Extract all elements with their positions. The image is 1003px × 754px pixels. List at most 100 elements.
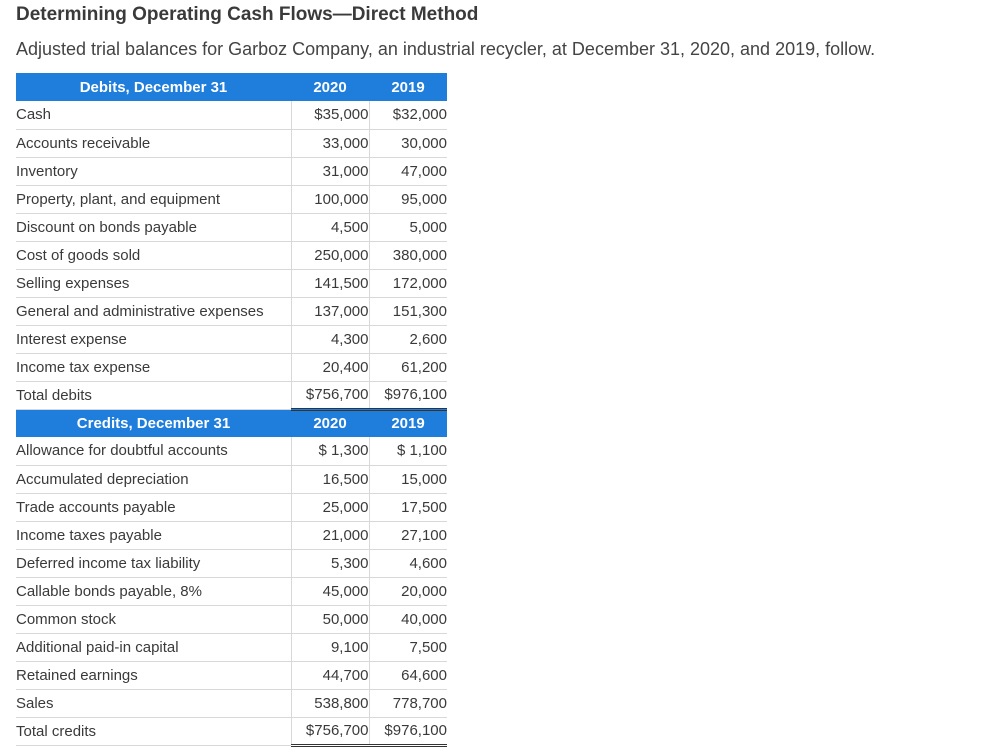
- row-label: Retained earnings: [16, 661, 292, 690]
- table-row: Property, plant, and equipment 100,000 9…: [16, 185, 447, 214]
- table-row: Allowance for doubtful accounts $ 1,300 …: [16, 437, 447, 466]
- problem-intro: Adjusted trial balances for Garboz Compa…: [16, 39, 876, 59]
- row-value-2019: 151,300: [369, 297, 447, 326]
- row-label: Cost of goods sold: [16, 241, 292, 270]
- table-row: Additional paid-in capital 9,100 7,500: [16, 633, 447, 662]
- credits-header-label: Credits, December 31: [16, 409, 291, 437]
- row-label: Deferred income tax liability: [16, 549, 292, 578]
- table-row: Cash $35,000 $32,000: [16, 101, 447, 130]
- row-label: Selling expenses: [16, 269, 292, 298]
- debits-header-label: Debits, December 31: [16, 73, 291, 101]
- row-label: Callable bonds payable, 8%: [16, 577, 292, 606]
- row-label: Income taxes payable: [16, 521, 292, 550]
- row-value-2019: 172,000: [369, 269, 447, 298]
- credits-total-row: Total credits $756,700 $976,100: [16, 716, 447, 747]
- debits-total-row: Total debits $756,700 $976,100: [16, 380, 447, 411]
- row-value-2019: 64,600: [369, 661, 447, 690]
- row-value-2020: 9,100: [291, 633, 370, 662]
- row-label: Accumulated depreciation: [16, 465, 292, 494]
- row-value-2020: $ 1,300: [291, 437, 370, 466]
- row-value-2020: 50,000: [291, 605, 370, 634]
- row-value-2020: 45,000: [291, 577, 370, 606]
- row-label: Income tax expense: [16, 353, 292, 382]
- row-label: Cash: [16, 101, 292, 130]
- table-row: Interest expense 4,300 2,600: [16, 325, 447, 354]
- row-value-2020: 4,300: [291, 325, 370, 354]
- row-value-2019: 95,000: [369, 185, 447, 214]
- row-label: Common stock: [16, 605, 292, 634]
- total-debits-2020: $756,700: [291, 380, 370, 411]
- row-value-2020: 4,500: [291, 213, 370, 242]
- row-value-2019: 5,000: [369, 213, 447, 242]
- credits-header-year-2019: 2019: [369, 409, 447, 437]
- row-value-2019: 4,600: [369, 549, 447, 578]
- row-value-2020: 25,000: [291, 493, 370, 522]
- row-value-2019: 61,200: [369, 353, 447, 382]
- row-label: Additional paid-in capital: [16, 633, 292, 662]
- row-value-2019: 380,000: [369, 241, 447, 270]
- row-value-2020: 538,800: [291, 689, 370, 718]
- table-row: Income taxes payable 21,000 27,100: [16, 521, 447, 550]
- debits-body: Cash $35,000 $32,000 Accounts receivable…: [16, 101, 447, 411]
- credits-header-year-2020: 2020: [291, 409, 369, 437]
- row-value-2019: 15,000: [369, 465, 447, 494]
- total-credits-2020: $756,700: [291, 716, 370, 747]
- debits-header-year-2020: 2020: [291, 73, 369, 101]
- total-debits-2019: $976,100: [369, 380, 447, 411]
- debits-header-year-2019: 2019: [369, 73, 447, 101]
- table-row: Sales 538,800 778,700: [16, 689, 447, 718]
- row-value-2020: 5,300: [291, 549, 370, 578]
- row-value-2019: 27,100: [369, 521, 447, 550]
- debits-header-row: Debits, December 31 2020 2019: [16, 73, 447, 101]
- row-value-2019: 40,000: [369, 605, 447, 634]
- row-value-2020: 100,000: [291, 185, 370, 214]
- table-row: Deferred income tax liability 5,300 4,60…: [16, 549, 447, 578]
- row-label: Property, plant, and equipment: [16, 185, 292, 214]
- table-row: Accumulated depreciation 16,500 15,000: [16, 465, 447, 494]
- row-value-2020: 137,000: [291, 297, 370, 326]
- row-value-2020: $35,000: [291, 101, 370, 130]
- row-value-2020: 33,000: [291, 129, 370, 158]
- credits-header: Credits, December 31 2020 2019: [16, 409, 447, 437]
- row-value-2019: 2,600: [369, 325, 447, 354]
- row-value-2020: 16,500: [291, 465, 370, 494]
- row-value-2019: 47,000: [369, 157, 447, 186]
- row-label: Sales: [16, 689, 292, 718]
- table-row: Trade accounts payable 25,000 17,500: [16, 493, 447, 522]
- row-label: Accounts receivable: [16, 129, 292, 158]
- table-row: Retained earnings 44,700 64,600: [16, 661, 447, 690]
- problem-title: Determining Operating Cash Flows—Direct …: [16, 4, 479, 25]
- row-label: Allowance for doubtful accounts: [16, 437, 292, 466]
- table-row: Discount on bonds payable 4,500 5,000: [16, 213, 447, 242]
- table-row: Inventory 31,000 47,000: [16, 157, 447, 186]
- table-row: Cost of goods sold 250,000 380,000: [16, 241, 447, 270]
- total-debits-label: Total debits: [16, 381, 292, 410]
- row-value-2019: 30,000: [369, 129, 447, 158]
- row-value-2020: 31,000: [291, 157, 370, 186]
- table-row: Callable bonds payable, 8% 45,000 20,000: [16, 577, 447, 606]
- row-value-2020: 21,000: [291, 521, 370, 550]
- table-row: Selling expenses 141,500 172,000: [16, 269, 447, 298]
- row-label: General and administrative expenses: [16, 297, 292, 326]
- table-row: General and administrative expenses 137,…: [16, 297, 447, 326]
- table-row: Income tax expense 20,400 61,200: [16, 353, 447, 382]
- row-label: Trade accounts payable: [16, 493, 292, 522]
- row-value-2020: 250,000: [291, 241, 370, 270]
- table-row: Common stock 50,000 40,000: [16, 605, 447, 634]
- row-value-2019: 20,000: [369, 577, 447, 606]
- row-value-2019: 7,500: [369, 633, 447, 662]
- row-value-2019: 17,500: [369, 493, 447, 522]
- row-value-2019: $ 1,100: [369, 437, 447, 466]
- total-credits-2019: $976,100: [369, 716, 447, 747]
- row-value-2019: 778,700: [369, 689, 447, 718]
- row-label: Interest expense: [16, 325, 292, 354]
- row-value-2020: 20,400: [291, 353, 370, 382]
- row-value-2019: $32,000: [369, 101, 447, 130]
- trial-balance-table: Debits, December 31 2020 2019 Cash $35,0…: [16, 73, 447, 747]
- row-label: Inventory: [16, 157, 292, 186]
- table-row: Accounts receivable 33,000 30,000: [16, 129, 447, 158]
- total-credits-label: Total credits: [16, 717, 292, 746]
- row-label: Discount on bonds payable: [16, 213, 292, 242]
- row-value-2020: 44,700: [291, 661, 370, 690]
